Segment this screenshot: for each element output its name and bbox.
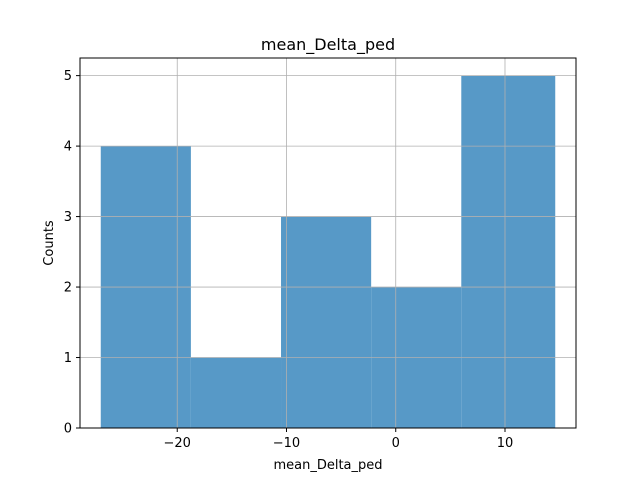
x-tick-label: 0 [392,436,400,451]
x-tick-label: −20 [164,436,191,451]
y-tick-label: 3 [64,210,72,225]
histogram-bar [281,216,372,428]
chart-title: mean_Delta_ped [261,35,395,55]
histogram-bar [190,357,282,428]
x-tick-label: 10 [497,436,514,451]
y-tick-label: 5 [64,69,72,84]
x-tick-label: −10 [273,436,300,451]
plot-frame [79,57,577,429]
y-tick-label: 0 [64,422,72,437]
histogram-bar [461,75,556,428]
y-axis-ticks: 0 1 2 3 4 5 [64,69,80,437]
y-tick-label: 1 [64,351,72,366]
x-axis-label: mean_Delta_ped [273,458,382,473]
bars-layer [100,75,556,428]
y-tick-label: 4 [64,140,72,155]
x-axis-ticks: −20 −10 0 10 [164,428,514,451]
y-tick-label: 2 [64,281,72,296]
y-axis-label: Counts [42,220,57,266]
